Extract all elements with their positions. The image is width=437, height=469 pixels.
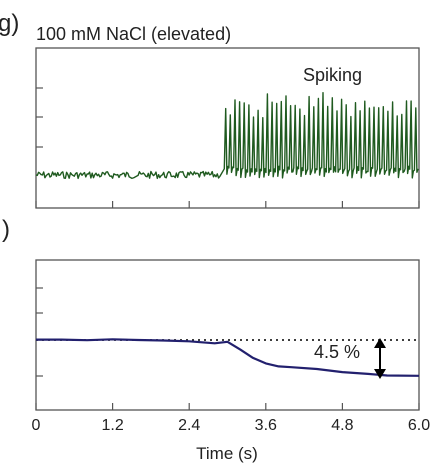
delta-arrow [374,338,386,379]
fluorescence-trace [36,338,420,377]
panel-h-ticks [35,287,420,410]
x-tick-label: 6.0 [407,417,431,434]
panel-h-letter: ) [2,216,10,243]
panel-g-title: 100 mM NaCl (elevated) [36,24,232,44]
delta-percent-label: 4.5 % [314,342,361,362]
x-tick-label: 2.4 [178,417,201,434]
x-tick-label: 0 [31,417,41,434]
x-tick-label: 1.2 [101,417,124,434]
spiking-label: Spiking [303,65,363,85]
panel-g-ticks [35,87,420,208]
panel-g-plot [35,47,420,209]
panel-g-letter: g) [0,10,20,37]
panel-h-plot [35,259,420,411]
x-tick-label: 3.6 [254,417,277,434]
spiking-trace [35,91,419,180]
panel-g-frame [35,47,420,209]
panel-h-frame [35,259,420,411]
x-tick-label: 4.8 [331,417,354,434]
x-axis-title: Time (s) [196,444,258,463]
